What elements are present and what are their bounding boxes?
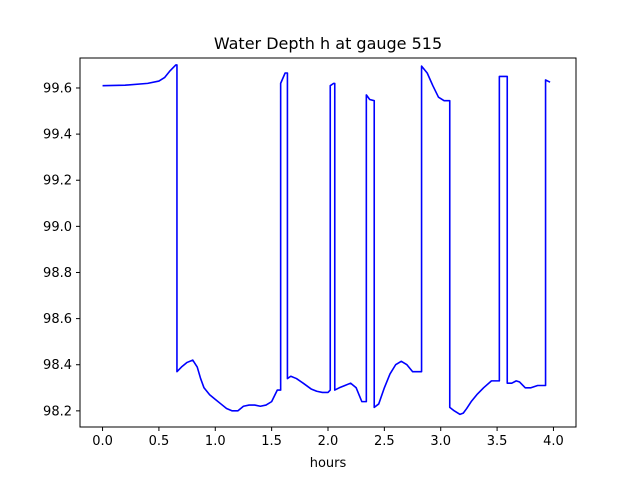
x-tick-label: 1.5 — [261, 434, 282, 449]
y-tick-label: 98.6 — [43, 312, 72, 327]
y-tick-label: 98.4 — [43, 358, 72, 373]
y-tick-label: 99.0 — [43, 220, 72, 235]
plot-frame — [79, 57, 577, 428]
x-tick-label: 0.0 — [92, 434, 113, 449]
y-tick-label: 99.2 — [43, 174, 72, 189]
y-tick-label: 98.2 — [43, 404, 72, 419]
plot-line-layer — [102, 64, 551, 416]
x-tick-label: 0.5 — [149, 434, 170, 449]
x-axis: 0.0 0.5 1.0 1.5 2.0 2.5 3.0 3.5 4.0 — [92, 427, 564, 449]
series-line-0 — [102, 64, 551, 416]
x-tick-label: 1.0 — [205, 434, 226, 449]
y-tick-label: 98.8 — [43, 266, 72, 281]
x-tick-label: 3.0 — [430, 434, 451, 449]
x-tick-label: 2.0 — [318, 434, 339, 449]
y-tick-label: 99.4 — [43, 128, 72, 143]
x-tick-label: 3.5 — [487, 434, 508, 449]
chart-title: Water Depth h at gauge 515 — [214, 34, 442, 53]
x-tick-label: 2.5 — [374, 434, 395, 449]
y-tick-label: 99.6 — [43, 81, 72, 96]
y-axis: 98.2 98.4 98.6 98.8 99.0 99.2 99.4 99.6 — [43, 81, 80, 419]
x-tick-label: 4.0 — [543, 434, 564, 449]
x-axis-label: hours — [310, 456, 347, 471]
